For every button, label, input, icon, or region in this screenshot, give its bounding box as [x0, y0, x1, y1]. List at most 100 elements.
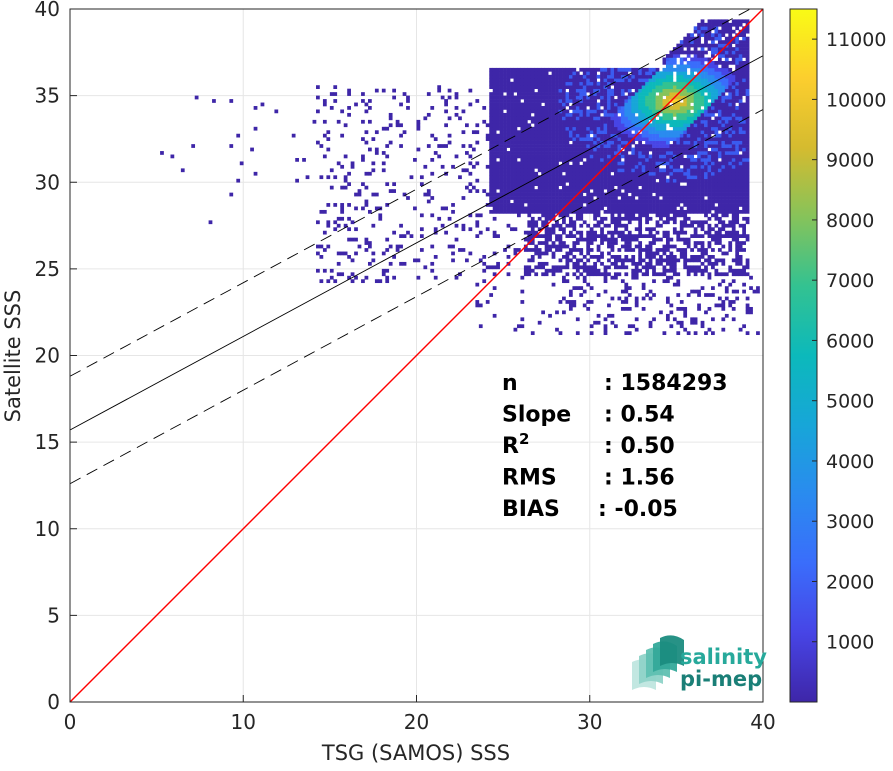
density-cell	[555, 168, 559, 173]
density-cell	[416, 147, 421, 152]
density-cell	[544, 137, 549, 141]
density-cell	[558, 241, 563, 245]
density-cell	[326, 175, 331, 180]
density-cell	[499, 182, 504, 187]
density-cell	[603, 102, 608, 107]
density-cell	[627, 331, 632, 336]
density-cell	[489, 102, 494, 107]
density-cell	[527, 223, 532, 228]
density-cell	[631, 140, 636, 145]
density-cell	[544, 234, 549, 238]
density-cell	[496, 182, 500, 187]
density-cell	[634, 237, 639, 242]
density-cell	[704, 140, 708, 145]
density-cell	[319, 244, 324, 249]
density-cell	[527, 154, 532, 159]
density-cell	[641, 123, 646, 128]
density-cell	[634, 123, 639, 128]
density-cell	[253, 171, 258, 176]
density-cell	[586, 81, 591, 86]
density-cell	[690, 171, 694, 176]
density-cell	[648, 289, 653, 294]
density-cell	[665, 203, 670, 207]
density-cell	[624, 116, 629, 121]
density-cell	[520, 275, 525, 280]
density-cell	[579, 67, 584, 72]
density-cell	[731, 92, 736, 96]
density-cell	[562, 209, 566, 214]
density-cell	[669, 268, 674, 273]
density-cell	[717, 112, 722, 117]
density-cell	[620, 151, 625, 155]
density-cell	[652, 109, 656, 114]
density-cell	[645, 161, 649, 166]
density-cell	[717, 182, 722, 187]
density-cell	[690, 147, 694, 152]
density-cell	[624, 161, 629, 166]
density-cell	[728, 300, 733, 304]
density-cell	[600, 92, 604, 96]
density-cell	[634, 154, 639, 159]
density-cell	[537, 320, 542, 325]
density-cell	[534, 175, 539, 180]
density-cell	[645, 203, 649, 207]
density-cell	[548, 151, 552, 155]
density-cell	[503, 189, 507, 193]
density-cell	[596, 185, 601, 190]
density-cell	[513, 140, 518, 145]
density-cell	[492, 116, 497, 121]
density-cell	[735, 216, 740, 221]
density-cell	[558, 78, 563, 83]
density-cell	[648, 168, 653, 173]
density-cell	[610, 275, 615, 280]
density-cell	[638, 189, 643, 193]
density-cell	[343, 178, 348, 183]
density-cell	[600, 130, 604, 135]
density-cell	[614, 116, 618, 121]
density-cell	[717, 227, 722, 232]
density-cell	[697, 203, 701, 207]
density-cell	[593, 255, 597, 259]
density-cell	[447, 216, 452, 221]
density-cell	[624, 78, 629, 83]
density-cell	[589, 144, 594, 148]
density-cell	[603, 106, 608, 110]
density-cell	[704, 67, 708, 72]
density-cell	[686, 331, 691, 336]
density-cell	[551, 144, 556, 148]
density-cell	[489, 168, 494, 173]
density-cell	[544, 123, 549, 128]
density-cell	[548, 244, 552, 249]
density-cell	[704, 151, 708, 155]
density-cell	[367, 119, 372, 124]
density-cell	[724, 78, 729, 83]
density-cell	[530, 85, 535, 89]
density-cell	[648, 140, 653, 145]
density-cell	[607, 123, 611, 128]
density-cell	[731, 47, 736, 51]
density-cell	[510, 161, 514, 166]
density-cell	[714, 189, 719, 193]
density-cell	[686, 185, 691, 190]
density-cell	[711, 234, 715, 238]
density-cell	[406, 95, 410, 100]
density-cell	[544, 74, 549, 79]
density-cell	[690, 88, 694, 93]
density-cell	[607, 95, 611, 100]
density-cell	[513, 175, 518, 180]
density-cell	[641, 78, 646, 83]
density-cell	[506, 67, 511, 72]
density-cell	[523, 126, 528, 131]
density-cell	[634, 234, 639, 238]
density-cell	[707, 95, 712, 100]
density-cell	[707, 102, 712, 107]
density-cell	[648, 109, 653, 114]
density-cell	[631, 203, 636, 207]
density-cell	[614, 216, 618, 221]
density-cell	[662, 175, 667, 180]
density-cell	[506, 171, 511, 176]
density-cell	[579, 106, 584, 110]
density-cell	[707, 306, 712, 311]
density-cell	[541, 234, 546, 238]
density-cell	[711, 71, 715, 76]
